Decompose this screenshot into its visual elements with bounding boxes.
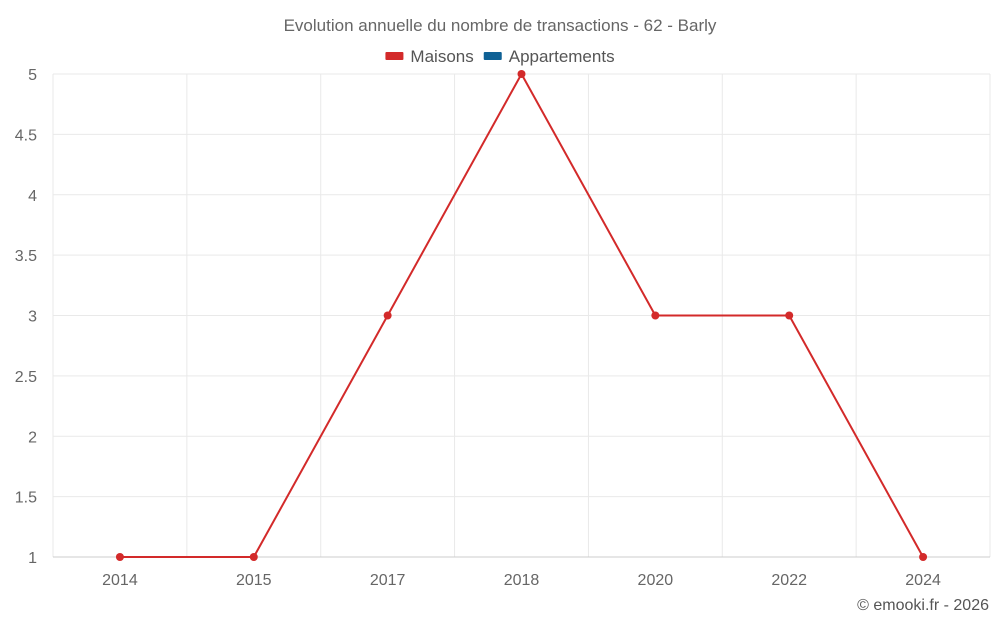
y-tick-label: 4.5 [15, 127, 37, 144]
y-tick-label: 1.5 [15, 490, 37, 507]
legend-label: Maisons [410, 47, 473, 66]
data-point-maisons-2022[interactable] [785, 311, 794, 320]
x-tick-label: 2014 [102, 572, 138, 589]
x-tick-label: 2024 [905, 572, 941, 589]
y-tick-label: 3 [28, 309, 37, 326]
y-tick-label: 2.5 [15, 369, 37, 386]
legend-swatch [385, 52, 404, 60]
y-tick-label: 3.5 [15, 248, 37, 265]
data-point-maisons-2014[interactable] [115, 553, 124, 561]
x-tick-label: 2018 [504, 572, 540, 589]
x-tick-label: 2015 [236, 572, 272, 589]
data-point-maisons-2020[interactable] [651, 311, 660, 320]
y-axis: 1 1.5 2 2.5 3 3.5 4 4.5 5 [15, 67, 37, 567]
x-tick-label: 2020 [638, 572, 674, 589]
legend: Maisons Appartements [385, 47, 615, 66]
y-tick-label: 2 [28, 429, 37, 446]
credit-text: © emooki.fr - 2026 [857, 597, 989, 614]
legend-item-maisons[interactable]: Maisons [385, 47, 474, 66]
grid [52, 73, 991, 558]
legend-item-appartements[interactable]: Appartements [483, 47, 615, 66]
x-tick-label: 2022 [771, 572, 807, 589]
legend-swatch [483, 52, 502, 60]
data-point-maisons-2017[interactable] [383, 311, 392, 320]
series-layer [115, 70, 928, 561]
y-tick-label: 1 [28, 550, 37, 567]
x-tick-label: 2017 [370, 572, 406, 589]
x-axis: 2014 2015 2017 2018 2020 2022 2024 [102, 572, 941, 589]
data-point-maisons-2015[interactable] [249, 553, 258, 561]
chart-title: Evolution annuelle du nombre de transact… [284, 16, 717, 35]
data-point-maisons-2018[interactable] [517, 70, 526, 78]
data-point-maisons-2024[interactable] [919, 553, 928, 561]
y-tick-label: 4 [28, 188, 37, 205]
legend-label: Appartements [509, 47, 615, 66]
y-tick-label: 5 [28, 67, 37, 84]
